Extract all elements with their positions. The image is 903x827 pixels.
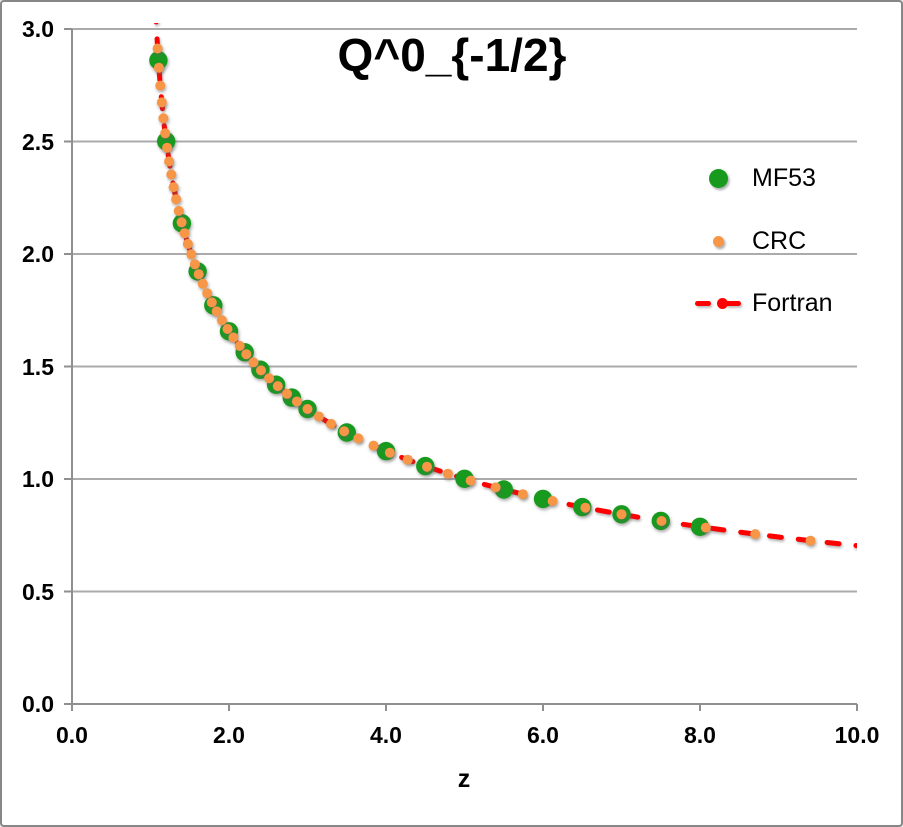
crc-point	[168, 182, 179, 193]
crc-point	[222, 324, 233, 334]
crc-point	[173, 205, 184, 216]
crc-point	[517, 489, 528, 500]
legend-label: Fortran	[752, 288, 833, 317]
x-axis-title: z	[457, 765, 471, 793]
y-tick-label: 2.0	[22, 241, 54, 267]
mf53-point	[533, 489, 553, 509]
x-tick-label: 6.0	[527, 722, 559, 748]
crc-point	[197, 278, 208, 289]
crc-point	[228, 332, 239, 343]
crc-point	[750, 529, 761, 540]
legend-item-crc: CRC	[690, 226, 806, 256]
chart-title: Q^0_{-1/2}	[337, 29, 567, 81]
crc-point	[152, 43, 163, 54]
crc-point	[186, 249, 197, 260]
crc-point	[282, 388, 292, 399]
crc-point	[171, 194, 182, 205]
crc-point	[339, 426, 350, 437]
crc-point	[656, 516, 667, 526]
x-tick-label: 8.0	[684, 722, 716, 748]
y-tick-label: 0.0	[22, 691, 54, 717]
crc-point	[156, 97, 167, 108]
crc-point	[264, 373, 275, 384]
crc-point	[179, 228, 190, 239]
crc-point	[162, 142, 173, 153]
crc-marker-icon	[690, 235, 746, 247]
legend-label: CRC	[752, 226, 807, 255]
y-tick-label: 2.5	[22, 129, 54, 155]
crc-point	[326, 418, 337, 429]
crc-point	[158, 113, 169, 124]
x-tick-label: 4.0	[370, 722, 402, 748]
gridlines	[72, 28, 857, 593]
crc-point	[193, 269, 204, 280]
crc-point	[805, 535, 816, 546]
crc-point	[490, 482, 501, 493]
fortran-line	[153, 23, 857, 549]
crc-point	[182, 238, 193, 249]
crc-point	[202, 288, 213, 299]
crc-point	[153, 62, 164, 73]
mf53-marker-icon	[690, 168, 746, 188]
crc-point	[189, 259, 200, 270]
crc-point	[291, 396, 302, 407]
legend-item-mf53: MF53	[690, 163, 816, 193]
crc-point	[234, 340, 245, 351]
crc-point	[402, 454, 413, 465]
fortran-marker-icon	[690, 297, 746, 309]
crc-point	[216, 315, 227, 326]
fortran-series	[153, 23, 857, 549]
x-tick-label: 2.0	[213, 722, 245, 748]
crc-point	[206, 297, 217, 308]
crc-point	[580, 502, 591, 513]
x-tick-label: 10.0	[834, 722, 880, 748]
crc-point	[616, 509, 627, 520]
crc-point	[248, 357, 259, 368]
legend-label: MF53	[752, 163, 816, 192]
crc-point	[241, 349, 252, 360]
crc-point	[160, 128, 171, 139]
crc-point	[155, 80, 166, 91]
crc-series	[152, 43, 816, 546]
y-tick-label: 1.5	[22, 354, 54, 380]
crc-point	[700, 522, 711, 533]
crc-point	[422, 461, 432, 472]
legend-item-fortran: Fortran	[690, 288, 833, 318]
crc-point	[211, 306, 222, 317]
x-tick-label: 0.0	[56, 722, 88, 748]
crc-point	[353, 433, 364, 444]
crc-point	[302, 404, 313, 414]
crc-point	[384, 447, 395, 458]
crc-point	[256, 365, 266, 376]
y-tick-label: 3.0	[22, 16, 54, 42]
crc-point	[166, 169, 177, 180]
crc-point	[442, 468, 453, 479]
axes	[64, 28, 858, 711]
crc-point	[313, 411, 324, 422]
crc-point	[368, 440, 379, 451]
crc-point	[465, 475, 476, 486]
y-tick-label: 1.0	[22, 466, 54, 492]
crc-point	[547, 496, 558, 506]
crc-point	[176, 217, 187, 228]
y-tick-label: 0.5	[22, 579, 54, 605]
crc-point	[164, 156, 175, 167]
crc-point	[272, 381, 283, 392]
